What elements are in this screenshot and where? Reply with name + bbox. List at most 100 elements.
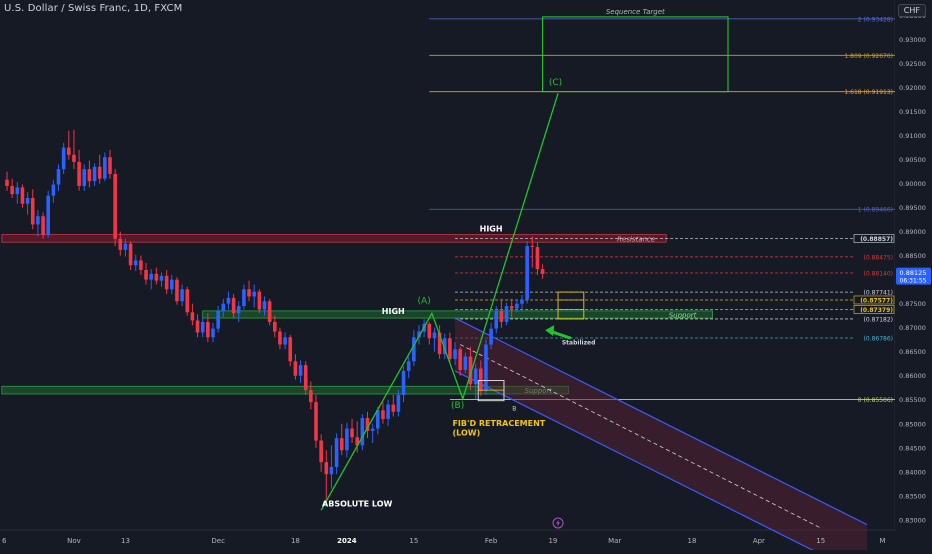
level-label-6: (0.87182) — [864, 316, 894, 323]
time-tick-label: 6 — [2, 537, 7, 545]
candle — [448, 332, 452, 364]
candle-body — [231, 297, 236, 314]
candle-body — [128, 243, 133, 266]
candle — [25, 192, 30, 215]
candle-body — [118, 238, 123, 250]
candle — [293, 354, 298, 380]
candle — [303, 361, 308, 395]
label-stabilized: Stabilized — [562, 340, 596, 347]
candle — [283, 332, 287, 350]
candle — [211, 322, 215, 343]
candle-body — [339, 438, 344, 451]
price-tick-label: 0.84000 — [899, 468, 926, 476]
candle-body — [51, 184, 56, 196]
candle-body — [46, 195, 50, 235]
candle-body — [504, 306, 509, 322]
time-tick-label: Dec — [211, 537, 225, 545]
candle — [473, 363, 478, 399]
candle-body — [515, 303, 519, 309]
candle-body — [278, 331, 282, 345]
candle — [200, 317, 205, 338]
candle-body — [77, 161, 81, 186]
candle-body — [427, 323, 432, 339]
retracement-box — [477, 380, 505, 402]
candle-body — [257, 291, 262, 310]
candle — [309, 381, 313, 410]
price-tick-label: 0.89500 — [899, 204, 926, 212]
candle-body — [324, 462, 329, 475]
candle — [365, 411, 370, 439]
candle — [406, 356, 411, 379]
candle-body — [72, 154, 76, 162]
price-tick-label: 0.91000 — [899, 132, 926, 140]
price-axis[interactable]: 0.935000.930000.925000.920000.915000.910… — [895, 0, 932, 530]
candle — [535, 242, 540, 275]
level-box-0 — [853, 234, 895, 243]
level-label-2: (0.88140) — [864, 270, 894, 277]
candle — [180, 284, 184, 307]
candle-body — [520, 299, 524, 304]
candle-body — [309, 390, 313, 403]
candle-body — [329, 466, 334, 475]
candle — [190, 303, 195, 326]
candle — [360, 414, 365, 451]
time-tick-label: 19 — [548, 537, 557, 545]
time-axis[interactable]: 6 Nov 13 Dec 18 2024 15 Feb 19 Mar 18 Apr 15 M — [2, 517, 886, 545]
label-wave-a: (A) — [418, 297, 431, 307]
candle — [154, 267, 159, 285]
currency-badge[interactable]: CHF — [897, 4, 926, 17]
candle — [386, 399, 390, 427]
candle-body — [355, 437, 359, 446]
channel-fill — [455, 318, 868, 554]
candle — [437, 325, 442, 359]
sequence-target-label: Sequence Target — [606, 8, 665, 16]
candle — [236, 301, 241, 322]
candle-body — [525, 246, 529, 300]
candle — [391, 394, 396, 417]
candle-body — [20, 187, 25, 204]
stabilized-arrow-shaft — [550, 330, 572, 340]
candle — [499, 298, 504, 328]
candle-body — [242, 289, 246, 307]
candle — [82, 164, 87, 191]
candle — [195, 314, 200, 338]
price-axis-bg — [895, 0, 932, 530]
candle — [164, 270, 169, 295]
candle — [350, 418, 354, 443]
symbol-title: U.S. Dollar / Swiss Franc, 1D, FXCM — [4, 3, 183, 14]
candle-body — [236, 306, 241, 314]
zone-label-resistance: Resistance — [617, 235, 655, 243]
candle — [133, 254, 138, 272]
candle-body — [206, 321, 210, 338]
candle-body — [36, 216, 40, 225]
candle-body — [41, 216, 45, 235]
fib-label-0: 2 (0.93428) — [858, 16, 893, 23]
candle-body — [396, 394, 401, 412]
candles-layer[interactable] — [5, 129, 545, 504]
candle — [61, 142, 66, 174]
candle — [144, 262, 148, 285]
price-tick-label: 0.87500 — [899, 300, 926, 308]
price-tick-label: 0.86000 — [899, 372, 926, 380]
boxes-layer: Sequence Target — [477, 8, 729, 402]
label-b-marker: B — [512, 405, 516, 412]
candle — [67, 130, 71, 160]
candle-body — [159, 275, 164, 281]
candle — [139, 255, 143, 275]
candle-body — [180, 289, 184, 302]
candle — [298, 360, 303, 383]
price-tick-label: 0.85500 — [899, 396, 926, 404]
time-tick-label: Mar — [608, 537, 621, 545]
candle-body — [149, 273, 153, 280]
candle-body — [221, 303, 226, 311]
level-label-5: (0.87379) — [860, 307, 893, 314]
price-tick-label: 0.87000 — [899, 324, 926, 332]
candle-body — [82, 169, 87, 186]
candle — [515, 299, 519, 313]
candle — [458, 346, 462, 376]
candle-body — [103, 157, 107, 179]
candle-body — [262, 301, 267, 310]
candle-body — [56, 169, 61, 185]
